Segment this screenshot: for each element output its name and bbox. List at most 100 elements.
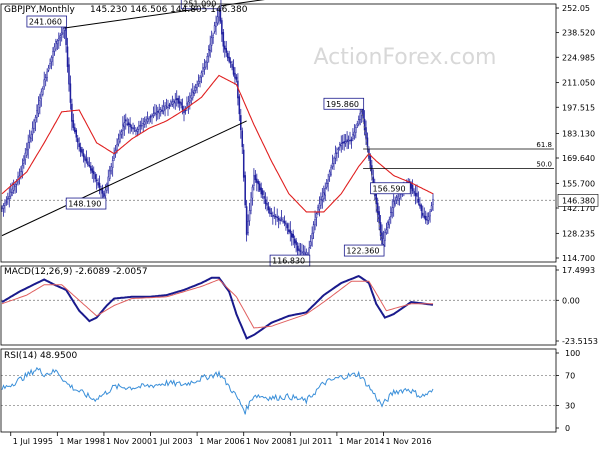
rsi-y-tick-label: 30 (565, 402, 575, 411)
price-candle-body (385, 229, 388, 234)
price-candle-body (339, 144, 341, 148)
price-candle-body (141, 125, 143, 127)
x-tick-label: 1 Mar 2014 (339, 437, 385, 446)
price-label-box (65, 197, 107, 210)
price-candle-body (25, 149, 28, 156)
price-candle-body (222, 32, 225, 47)
price-candle-body (347, 139, 350, 142)
price-candle-body (95, 179, 98, 182)
price-candle-body (155, 112, 158, 115)
price-label-text: 116.830 (272, 257, 305, 266)
price-candle-body (12, 184, 15, 191)
price-candle-body (248, 210, 251, 222)
price-candle-body (251, 186, 254, 199)
price-candle-body (411, 185, 414, 192)
price-candle-body (158, 109, 161, 114)
price-candle-body (123, 122, 126, 128)
price-candle-body (167, 106, 169, 109)
price-candle-body (161, 110, 163, 112)
price-candle-body (264, 199, 267, 205)
price-candle-body (312, 224, 315, 234)
price-candle-body (122, 124, 124, 131)
price-candle-body (68, 64, 70, 85)
price-candle-body (88, 164, 91, 167)
price-candle-body (129, 123, 131, 128)
price-candle-body (173, 101, 175, 104)
price-candle-body (24, 152, 27, 161)
price-candle-body (7, 198, 9, 200)
price-candle-body (8, 196, 11, 199)
rsi-y-tick-label: 0 (565, 424, 570, 433)
price-candle-body (273, 214, 276, 217)
macd-y-tick-label: 0.00 (562, 296, 580, 305)
price-candle-body (97, 182, 99, 186)
price-candle-body (152, 113, 155, 116)
price-candle-body (43, 79, 45, 88)
macd-panel-title: MACD(12,26,9) -2.6089 -2.0057 (4, 267, 148, 277)
price-candle-body (226, 53, 229, 59)
price-candle-body (260, 187, 262, 195)
price-candle-body (341, 142, 344, 144)
price-candle-body (343, 141, 345, 144)
price-candle-body (202, 67, 204, 72)
price-candle-body (225, 48, 227, 53)
price-candle-body (5, 201, 8, 203)
price-candle-body (82, 153, 85, 158)
price-candle-body (59, 35, 62, 38)
price-candle-body (65, 27, 67, 46)
price-candle-body (193, 89, 195, 94)
price-y-tick-label: 114.700 (562, 254, 595, 263)
price-candle-body (91, 168, 94, 173)
price-candle-body (378, 211, 380, 224)
price-candle-body (315, 213, 318, 218)
price-candle-body (270, 212, 273, 215)
price-candle-body (301, 252, 303, 254)
price-candle-body (11, 188, 13, 193)
price-label-text: 122.360 (346, 247, 379, 256)
rsi-panel-title: RSI(14) 48.9500 (4, 351, 77, 361)
price-candle-body (256, 178, 258, 183)
price-candle-body (55, 41, 57, 50)
price-candle-body (261, 190, 264, 195)
price-candle-body (164, 105, 166, 110)
price-candle-body (269, 208, 271, 214)
price-candle-body (242, 149, 245, 178)
price-candle-body (274, 215, 277, 218)
price-candle-body (382, 238, 385, 245)
price-candle-body (417, 198, 420, 203)
price-candle-body (346, 139, 348, 143)
price-candle-body (257, 181, 260, 185)
price-candle-body (39, 100, 41, 108)
price-candle-body (323, 192, 325, 200)
rsi-line (1, 366, 434, 415)
price-candle-body (234, 72, 236, 79)
price-label-box (343, 244, 385, 257)
price-candle-body (397, 195, 399, 201)
price-candle-body (311, 233, 313, 239)
price-candle-body (205, 62, 207, 68)
price-candle-body (296, 245, 299, 251)
price-candle-body (349, 139, 351, 142)
price-candle-body (212, 34, 214, 38)
price-candle-body (199, 77, 201, 82)
price-candle-body (139, 124, 142, 127)
price-label-box (323, 97, 365, 110)
price-candle-body (419, 203, 421, 207)
rsi-y-tick-label: 70 (565, 372, 575, 381)
price-candle-body (149, 116, 152, 118)
price-candle-body (40, 91, 43, 100)
rsi-y-tick-label: 100 (565, 349, 580, 358)
price-candle-body (74, 127, 76, 133)
price-candle-body (98, 182, 101, 188)
price-y-tick-label: 155.700 (562, 179, 595, 188)
price-candle-body (52, 51, 54, 58)
watermark: ActionForex.com (314, 45, 497, 70)
price-candle-body (353, 131, 356, 137)
price-candle-body (266, 202, 268, 206)
price-candle-body (190, 95, 193, 99)
price-y-tick-label: 169.640 (562, 154, 595, 163)
price-candle-body (334, 153, 337, 159)
price-candle-body (154, 112, 156, 114)
price-candle-body (210, 37, 213, 46)
price-candle-body (324, 188, 327, 196)
